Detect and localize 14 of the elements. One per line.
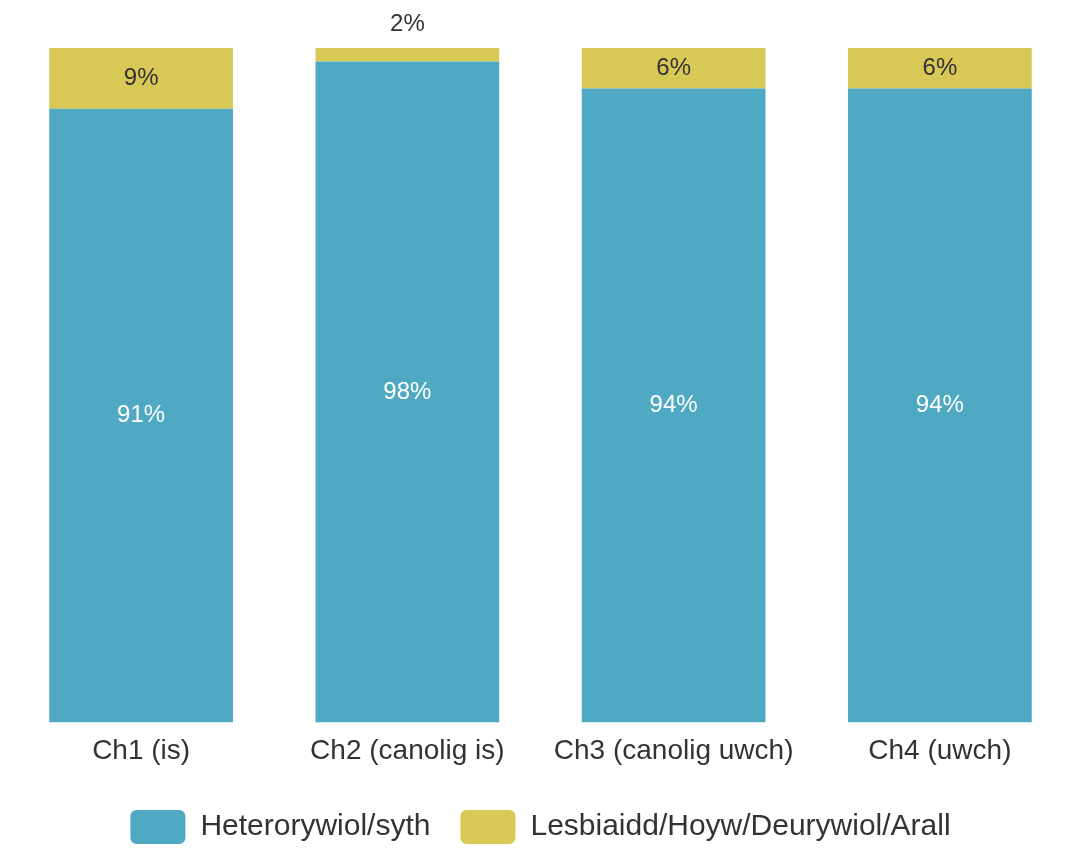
data-label: 9% <box>123 62 159 90</box>
legend-label: Heterorywiol/syth <box>200 808 431 842</box>
data-label: 94% <box>649 390 698 418</box>
x-tick-label: Ch4 (uwch) <box>868 733 1012 765</box>
data-label: 94% <box>915 390 964 418</box>
data-label: 98% <box>383 376 432 404</box>
data-label: 6% <box>922 52 958 80</box>
x-tick-label: Ch3 (canolig uwch) <box>553 733 794 765</box>
x-tick-label: Ch2 (canolig is) <box>310 733 505 765</box>
data-label: 91% <box>117 400 166 428</box>
x-tick-label: Ch1 (is) <box>92 733 191 765</box>
data-label: 6% <box>656 52 691 80</box>
legend-label: Lesbiaidd/Hoyw/Deurywiol/Arall <box>530 808 951 842</box>
data-label: 2% <box>390 8 425 36</box>
